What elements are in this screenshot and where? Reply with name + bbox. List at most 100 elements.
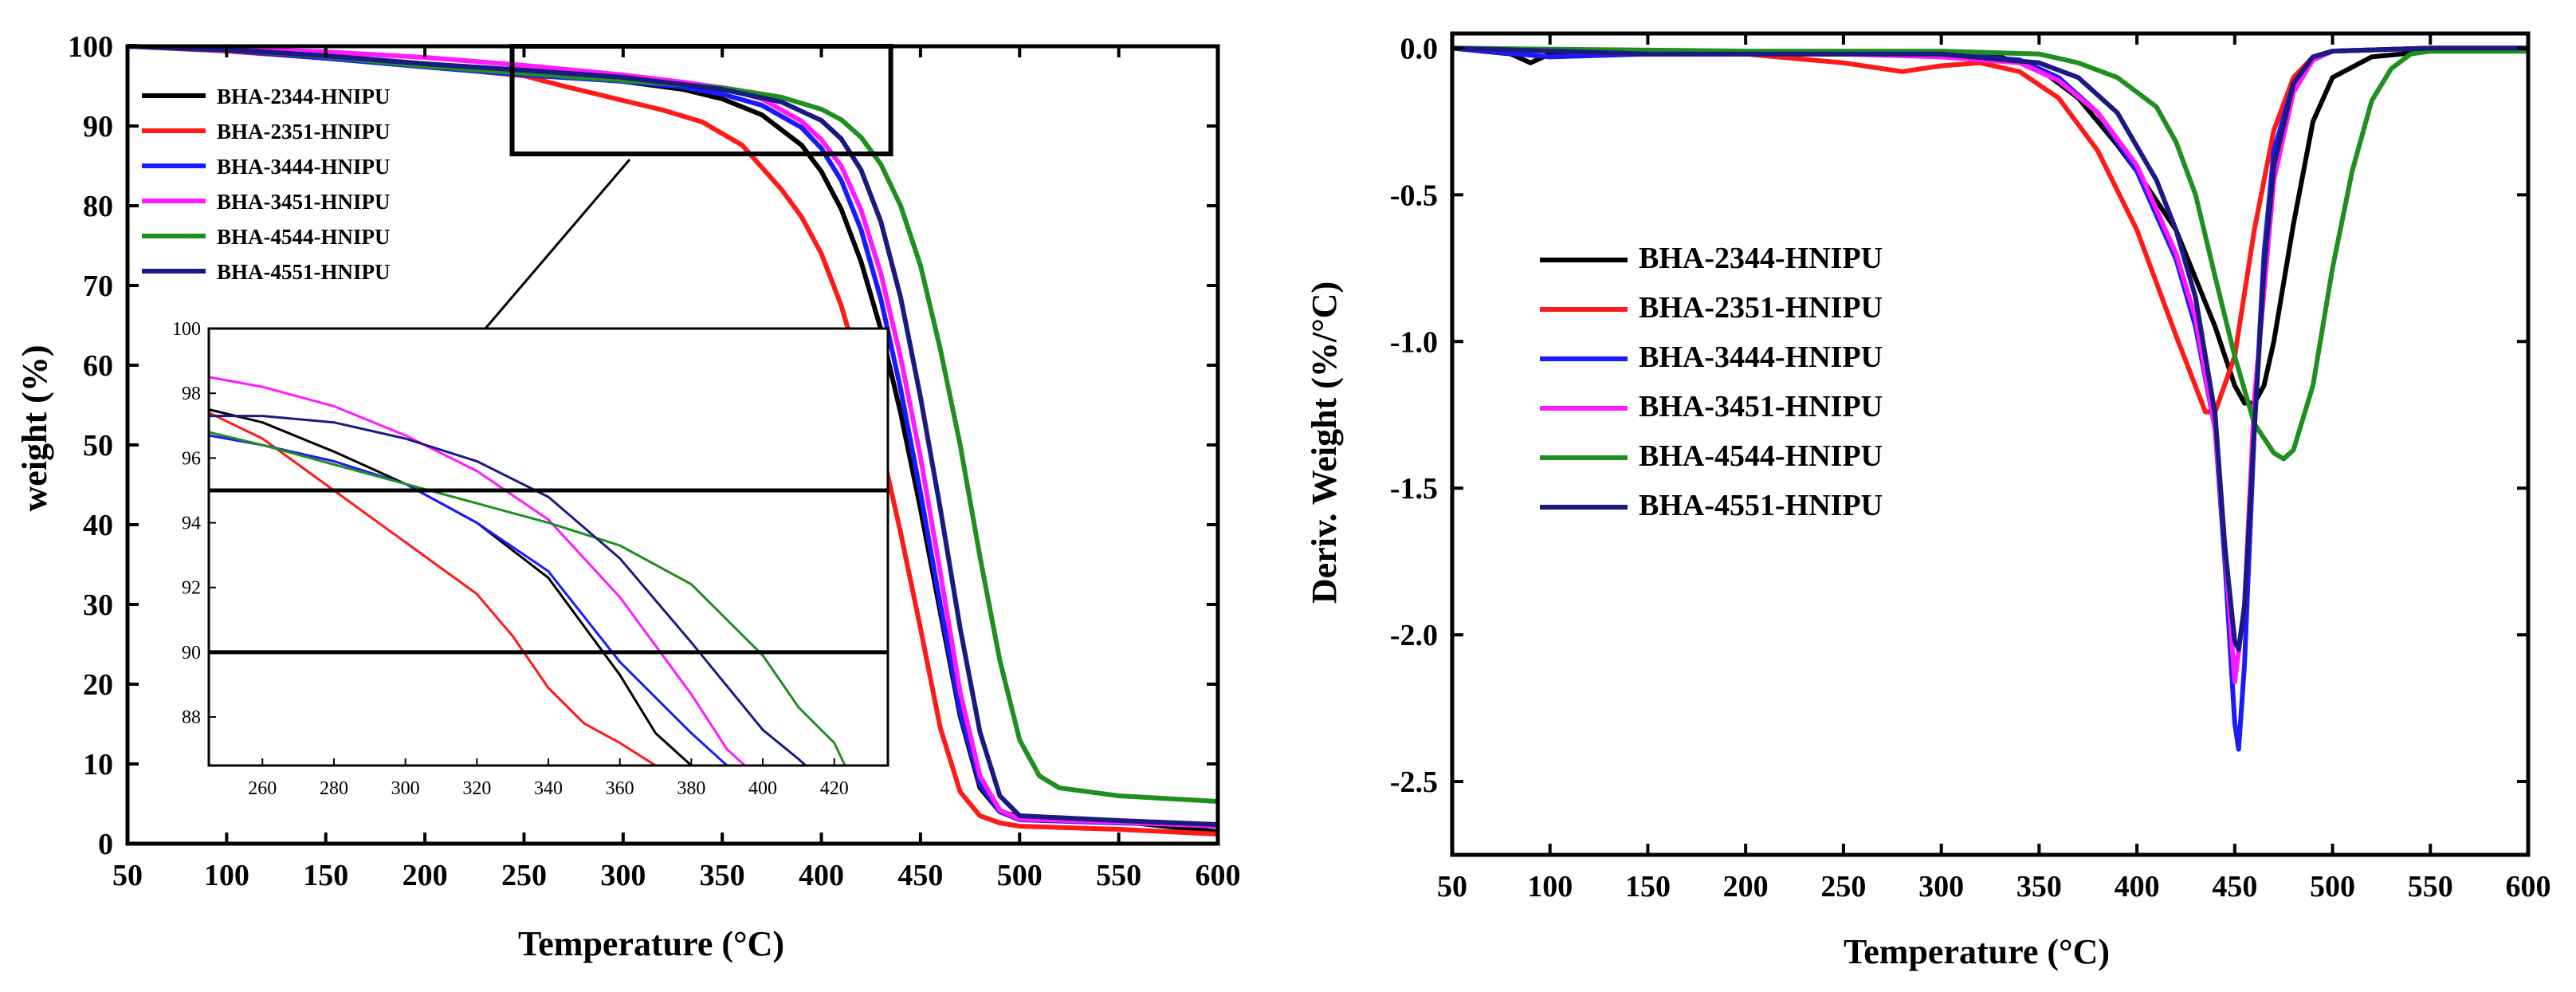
tga-x-tick-label: 150 <box>303 859 348 892</box>
dtg-legend-label: BHA-2344-HNIPU <box>1639 242 1883 275</box>
tga-legend-label: BHA-4544-HNIPU <box>217 225 391 249</box>
dtg-legend: BHA-2344-HNIPU BHA-2351-HNIPU BHA-3444-HNI… <box>1540 242 1883 522</box>
inset-series-line <box>208 376 746 767</box>
tga-x-tick-label: 550 <box>1096 859 1141 892</box>
dtg-y-tick-label: 0.0 <box>1400 32 1439 65</box>
inset-x-tick-label: 420 <box>820 778 849 799</box>
dtg-series-group <box>1451 45 2528 752</box>
dtg-x-axis-title: Temperature (°C) <box>1844 932 2110 971</box>
zoom-box <box>509 44 893 156</box>
tga-y-tick-label: 50 <box>83 429 113 463</box>
dtg-series-line <box>1451 45 2528 684</box>
tga-y-tick-label: 10 <box>83 748 113 781</box>
dtg-x-tick-label: 100 <box>1527 870 1573 903</box>
tga-y-tick-label: 80 <box>83 190 113 223</box>
tga-y-tick-label: 70 <box>83 270 113 303</box>
tga-y-axis-title: weight (%) <box>15 345 54 512</box>
inset-series-group <box>208 376 846 767</box>
tga-x-tick-label: 500 <box>997 859 1043 892</box>
inset-y-tick-label: 88 <box>182 707 201 728</box>
tga-inset-chart: 260 280 300 320 340 360 380 400 420 88 90 92 94 96 98 1… <box>172 319 889 799</box>
dtg-y-axis-title: Deriv. Weight (%/°C) <box>1305 281 1344 604</box>
tga-x-tick-label: 450 <box>897 859 943 892</box>
tga-x-axis-title: Temperature (°C) <box>518 924 784 963</box>
dtg-x-tick-label: 150 <box>1625 870 1671 903</box>
tga-legend: BHA-2344-HNIPU BHA-2351-HNIPU BHA-3444-HNI… <box>142 85 391 284</box>
inset-series-line <box>208 411 657 767</box>
tga-axes: 50 100 150 200 250 300 350 400 450 500 550 600 0 10 20… <box>68 30 1241 892</box>
inset-series-line <box>208 431 846 766</box>
inset-x-tick-label: 360 <box>606 778 634 799</box>
dtg-y-tick-label: -1.0 <box>1390 325 1438 359</box>
tga-legend-label: BHA-4551-HNIPU <box>217 260 391 284</box>
tga-chart: 50 100 150 200 250 300 350 400 450 500 550 600 0 10 20… <box>15 30 1241 963</box>
tga-y-tick-label: 40 <box>83 509 113 542</box>
dtg-legend-label: BHA-4544-HNIPU <box>1639 439 1883 473</box>
tga-x-tick-label: 50 <box>112 859 143 892</box>
tga-legend-label: BHA-3444-HNIPU <box>217 155 391 179</box>
dtg-axes: 50 100 150 200 250 300 350 400 450 500 550 600 0.0 -0… <box>1390 31 2551 903</box>
dtg-series-line <box>1451 45 2528 752</box>
tga-x-tick-label: 200 <box>402 859 448 892</box>
inset-x-tick-label: 400 <box>748 778 777 799</box>
dtg-series-line <box>1451 45 2528 406</box>
inset-y-tick-label: 92 <box>182 578 201 599</box>
dtg-x-tick-label: 450 <box>2212 870 2257 903</box>
inset-series-line <box>209 415 807 767</box>
tga-x-tick-label: 100 <box>204 859 249 892</box>
tga-y-tick-label: 100 <box>68 30 113 64</box>
dtg-x-tick-label: 250 <box>1820 870 1866 903</box>
dtg-legend-label: BHA-2351-HNIPU <box>1639 291 1883 325</box>
tga-series-line <box>127 44 1219 804</box>
inset-y-tick-label: 90 <box>182 643 201 663</box>
dtg-plot-frame <box>1450 31 2531 857</box>
inset-x-tick-label: 380 <box>677 778 705 799</box>
dtg-series-line <box>1451 45 2528 462</box>
inset-y-tick-label: 94 <box>182 514 201 534</box>
inset-y-tick-label: 96 <box>182 448 201 469</box>
tga-series-group <box>127 44 1219 837</box>
dtg-x-tick-label: 550 <box>2408 870 2453 903</box>
inset-y-tick-label: 98 <box>182 384 201 404</box>
dtg-y-tick-label: -2.0 <box>1390 619 1438 652</box>
inset-x-tick-label: 300 <box>391 778 420 799</box>
dtg-x-tick-label: 200 <box>1723 870 1769 903</box>
tga-legend-label: BHA-3451-HNIPU <box>217 190 391 214</box>
tga-y-tick-label: 20 <box>83 668 113 702</box>
dtg-x-tick-label: 400 <box>2115 870 2160 903</box>
tga-series-line <box>127 44 1219 829</box>
inset-x-tick-label: 340 <box>534 778 563 799</box>
tga-y-tick-label: 30 <box>83 589 113 622</box>
tga-x-tick-label: 600 <box>1196 859 1241 892</box>
dtg-legend-label: BHA-4551-HNIPU <box>1639 489 1883 522</box>
dtg-x-tick-label: 50 <box>1437 870 1467 903</box>
tga-legend-label: BHA-2351-HNIPU <box>217 120 391 144</box>
dtg-legend-label: BHA-3444-HNIPU <box>1639 341 1883 374</box>
inset-x-tick-label: 280 <box>320 778 348 799</box>
tga-series-line <box>127 44 1219 827</box>
tga-y-tick-label: 0 <box>98 828 113 861</box>
dtg-series-line <box>1451 45 2528 652</box>
tga-x-tick-label: 350 <box>700 859 745 892</box>
tga-legend-label: BHA-2344-HNIPU <box>217 85 391 108</box>
dtg-x-tick-label: 600 <box>2506 870 2551 903</box>
dtg-chart: 50 100 150 200 250 300 350 400 450 500 550 600 0.0 -0… <box>1305 31 2551 971</box>
tga-y-tick-label: 60 <box>83 349 113 383</box>
dtg-y-tick-label: -1.5 <box>1390 472 1438 506</box>
dtg-x-tick-label: 500 <box>2310 870 2355 903</box>
inset-x-tick-label: 260 <box>248 778 277 799</box>
zoom-arrow <box>465 159 631 352</box>
inset-y-tick-label: 100 <box>172 319 201 340</box>
dtg-y-tick-label: -2.5 <box>1390 766 1438 799</box>
tga-x-tick-label: 400 <box>799 859 844 892</box>
dtg-x-tick-label: 300 <box>1918 870 1964 903</box>
tga-x-tick-label: 300 <box>600 859 646 892</box>
dtg-legend-label: BHA-3451-HNIPU <box>1639 390 1883 423</box>
dtg-y-tick-label: -0.5 <box>1390 179 1438 212</box>
tga-x-tick-label: 250 <box>501 859 547 892</box>
dtg-x-tick-label: 350 <box>2016 870 2062 903</box>
tga-y-tick-label: 90 <box>83 110 113 144</box>
inset-x-tick-label: 320 <box>462 778 491 799</box>
inset-axes: 260 280 300 320 340 360 380 400 420 88 90 92 94 96 98 1… <box>172 319 889 799</box>
